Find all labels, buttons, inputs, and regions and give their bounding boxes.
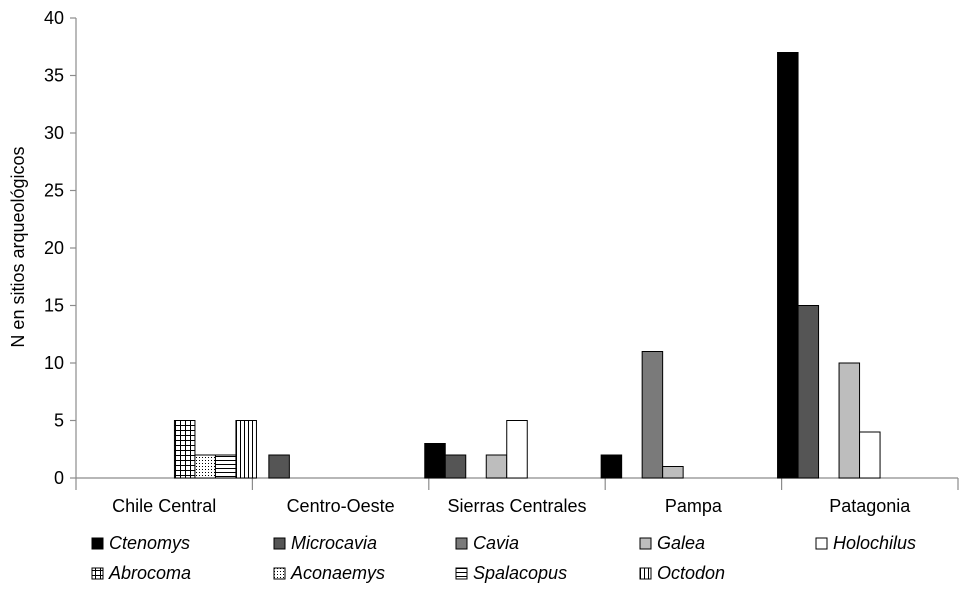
legend-label-abrocoma: Abrocoma bbox=[108, 563, 191, 583]
bar-holochilus-sierras-centrales bbox=[506, 420, 528, 479]
y-tick-label: 30 bbox=[44, 123, 64, 143]
legend-label-octodon: Octodon bbox=[657, 563, 725, 583]
legend-swatch-ctenomys bbox=[91, 537, 104, 550]
bar-spalacopus-chile-central bbox=[214, 454, 237, 479]
bar-octodon-chile-central bbox=[235, 420, 257, 479]
legend-label-spalacopus: Spalacopus bbox=[473, 563, 567, 583]
legend-swatch-spalacopus bbox=[455, 567, 468, 580]
x-category-label: Patagonia bbox=[829, 496, 911, 516]
legend-label-cavia: Cavia bbox=[473, 533, 519, 553]
y-tick-label: 35 bbox=[44, 66, 64, 86]
bar-galea-sierras-centrales bbox=[485, 454, 508, 479]
legend-label-galea: Galea bbox=[657, 533, 705, 553]
y-tick-label: 40 bbox=[44, 8, 64, 28]
bar-ctenomys-pampa bbox=[600, 454, 623, 479]
x-category-label: Chile Central bbox=[112, 496, 216, 516]
legend-swatch-microcavia bbox=[273, 537, 286, 550]
bar-microcavia-patagonia bbox=[797, 305, 820, 479]
bar-microcavia-sierras-centrales bbox=[444, 454, 467, 479]
y-tick-label: 25 bbox=[44, 181, 64, 201]
legend-swatch-octodon bbox=[639, 567, 652, 580]
legend-label-holochilus: Holochilus bbox=[833, 533, 916, 553]
legend-swatch-cavia bbox=[455, 537, 468, 550]
bar-cavia-pampa bbox=[641, 351, 664, 479]
bar-galea-patagonia bbox=[838, 362, 861, 479]
legend-swatch-aconaemys bbox=[273, 567, 286, 580]
legend-swatch-holochilus bbox=[815, 537, 828, 550]
y-tick-label: 15 bbox=[44, 296, 64, 316]
x-category-label: Sierras Centrales bbox=[447, 496, 586, 516]
y-tick-label: 20 bbox=[44, 238, 64, 258]
x-category-label: Centro-Oeste bbox=[287, 496, 395, 516]
legend-label-aconaemys: Aconaemys bbox=[290, 563, 385, 583]
y-tick-label: 0 bbox=[54, 468, 64, 488]
legend-label-microcavia: Microcavia bbox=[291, 533, 377, 553]
x-category-label: Pampa bbox=[665, 496, 723, 516]
y-tick-label: 5 bbox=[54, 411, 64, 431]
bar-microcavia-centro-oeste bbox=[268, 454, 290, 479]
legend-swatch-abrocoma bbox=[91, 567, 104, 580]
legend-label-ctenomys: Ctenomys bbox=[109, 533, 190, 553]
bar-abrocoma-chile-central bbox=[173, 420, 196, 479]
legend-swatch-galea bbox=[639, 537, 652, 550]
bar-ctenomys-sierras-centrales bbox=[424, 443, 446, 479]
bar-galea-pampa bbox=[662, 466, 684, 479]
y-axis-title: N en sitios arqueológicos bbox=[8, 146, 28, 347]
bar-ctenomys-patagonia bbox=[777, 52, 799, 479]
y-tick-label: 10 bbox=[44, 353, 64, 373]
bar-holochilus-patagonia bbox=[859, 431, 881, 479]
bar-aconaemys-chile-central bbox=[194, 454, 216, 479]
